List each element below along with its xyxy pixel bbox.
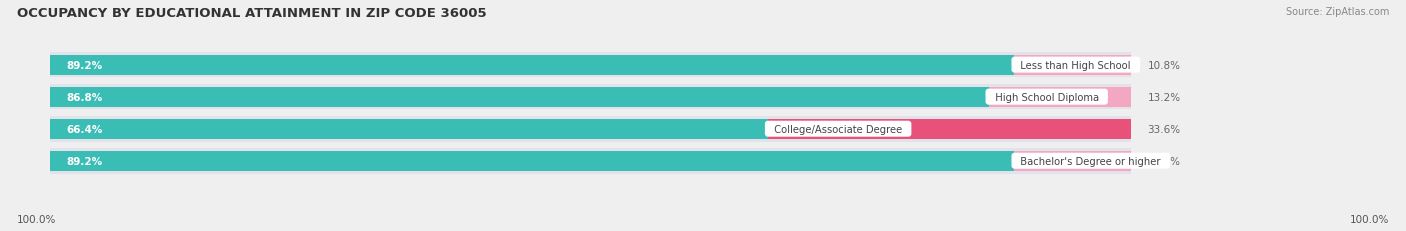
Text: High School Diploma: High School Diploma <box>988 92 1105 102</box>
Bar <box>49 151 1015 171</box>
Text: Less than High School: Less than High School <box>1015 60 1137 70</box>
Text: 86.8%: 86.8% <box>66 92 103 102</box>
Text: Bachelor's Degree or higher: Bachelor's Degree or higher <box>1015 156 1167 166</box>
Bar <box>49 87 988 107</box>
Text: College/Associate Degree: College/Associate Degree <box>768 124 908 134</box>
Text: 10.8%: 10.8% <box>1147 60 1181 70</box>
Bar <box>988 87 1132 107</box>
Text: 100.0%: 100.0% <box>17 214 56 224</box>
Bar <box>49 53 1132 78</box>
Text: 10.8%: 10.8% <box>1147 156 1181 166</box>
Bar <box>49 148 1132 174</box>
Text: 33.6%: 33.6% <box>1147 124 1181 134</box>
Text: 89.2%: 89.2% <box>66 60 103 70</box>
Text: 13.2%: 13.2% <box>1147 92 1181 102</box>
Text: 66.4%: 66.4% <box>66 124 103 134</box>
Text: 89.2%: 89.2% <box>66 156 103 166</box>
Bar <box>49 85 1132 110</box>
Text: Source: ZipAtlas.com: Source: ZipAtlas.com <box>1285 7 1389 17</box>
Bar <box>49 119 768 139</box>
Bar <box>1015 55 1132 75</box>
Bar <box>49 116 1132 142</box>
Text: OCCUPANCY BY EDUCATIONAL ATTAINMENT IN ZIP CODE 36005: OCCUPANCY BY EDUCATIONAL ATTAINMENT IN Z… <box>17 7 486 20</box>
Bar <box>1015 151 1132 171</box>
Text: 100.0%: 100.0% <box>1350 214 1389 224</box>
Bar <box>768 119 1132 139</box>
Bar <box>49 55 1015 75</box>
